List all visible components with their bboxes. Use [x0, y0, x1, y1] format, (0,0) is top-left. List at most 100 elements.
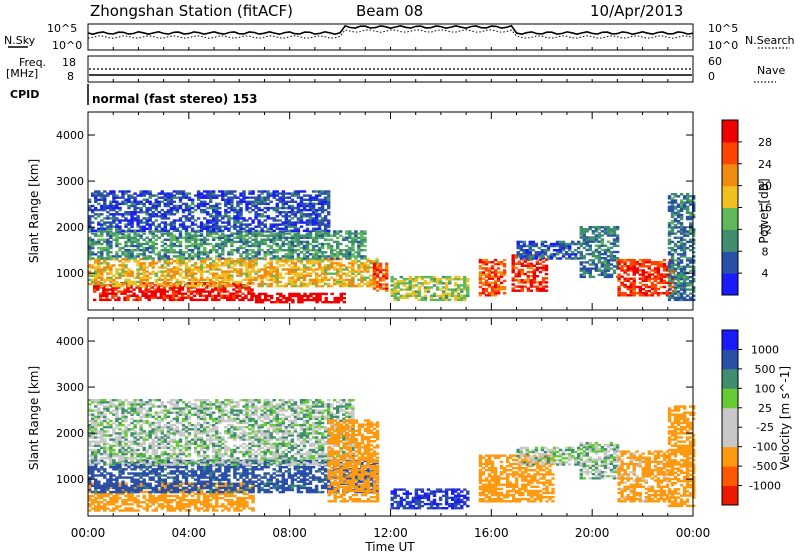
data-cell [97, 503, 101, 506]
data-cell [105, 290, 109, 293]
data-cell [163, 270, 167, 273]
data-cell [399, 282, 403, 285]
data-cell [444, 286, 449, 289]
colorbar-tick-label: 24 [758, 158, 772, 171]
data-cell [585, 240, 589, 243]
data-cell [151, 266, 155, 269]
data-cell [160, 274, 164, 277]
data-cell [187, 238, 192, 241]
data-cell [109, 276, 113, 279]
data-cell [115, 223, 119, 226]
data-cell [541, 279, 546, 282]
data-cell [284, 272, 288, 275]
data-cell [145, 490, 149, 494]
data-cell [127, 284, 131, 288]
data-cell [511, 289, 515, 292]
data-cell [88, 208, 92, 212]
data-cell [215, 251, 219, 254]
data-cell [93, 288, 97, 291]
data-cell [236, 200, 240, 203]
data-cell [266, 272, 270, 275]
data-cell [493, 285, 498, 289]
data-cell [540, 257, 545, 260]
data-cell [166, 208, 171, 212]
data-cell [327, 284, 331, 288]
data-cell [133, 234, 137, 237]
data-cell [163, 198, 167, 201]
data-cell [372, 268, 377, 272]
data-cell [612, 238, 617, 241]
data-cell [121, 503, 125, 506]
data-cell [612, 228, 617, 231]
data-cell [199, 507, 204, 510]
data-cell [676, 220, 681, 223]
data-cell [635, 271, 639, 274]
data-cell [300, 294, 304, 298]
data-cell [314, 234, 319, 237]
data-cell [184, 206, 189, 210]
data-cell [372, 272, 377, 276]
data-cell [94, 509, 98, 512]
data-cell [103, 208, 107, 212]
data-cell [555, 257, 560, 260]
data-cell [139, 202, 143, 206]
data-cell [127, 260, 131, 263]
data-cell [121, 196, 125, 199]
data-cell [615, 265, 620, 268]
data-cell [236, 213, 240, 216]
data-cell [290, 255, 295, 258]
data-cell [372, 277, 377, 280]
data-cell [227, 221, 231, 224]
data-cell [142, 229, 146, 232]
data-cell [351, 253, 355, 256]
data-cell [591, 226, 596, 229]
data-cell [94, 200, 98, 203]
data-cell [227, 200, 231, 203]
data-cell [97, 509, 101, 512]
data-cell [272, 208, 276, 212]
data-cell [272, 232, 276, 235]
data-cell [529, 289, 534, 292]
data-cell [127, 204, 131, 208]
data-cell [351, 249, 355, 252]
data-cell [606, 232, 611, 235]
data-cell [324, 296, 328, 300]
data-cell [157, 270, 161, 273]
data-cell [148, 225, 152, 228]
data-cell [296, 274, 301, 277]
data-cell [224, 505, 228, 508]
data-cell [163, 255, 167, 258]
data-cell [484, 258, 489, 262]
data-cell [333, 255, 337, 258]
data-cell [543, 244, 548, 248]
data-cell [236, 270, 240, 273]
data-cell [221, 234, 225, 237]
data-cell [269, 257, 273, 260]
data-cell [653, 261, 658, 264]
data-cell [184, 240, 189, 244]
data-cell [532, 285, 537, 288]
data-cell [260, 221, 264, 224]
data-cell [148, 194, 152, 197]
data-cell [169, 223, 174, 226]
data-cell [139, 227, 143, 230]
data-cell [582, 240, 586, 243]
data-cell [172, 234, 177, 237]
data-cell [178, 255, 183, 258]
data-cell [145, 270, 149, 273]
data-cell [275, 198, 279, 201]
data-cell [435, 280, 440, 283]
data-cell [254, 278, 258, 282]
data-cell [154, 198, 158, 201]
data-cell [163, 202, 167, 206]
data-cell [172, 274, 177, 277]
data-cell [109, 492, 113, 496]
data-cell [290, 270, 295, 273]
data-cell [163, 249, 167, 252]
data-cell [115, 219, 119, 222]
data-cell [248, 276, 252, 279]
data-cell [233, 262, 237, 265]
data-cell [160, 208, 164, 212]
data-cell [278, 234, 282, 237]
data-cell [157, 260, 161, 263]
